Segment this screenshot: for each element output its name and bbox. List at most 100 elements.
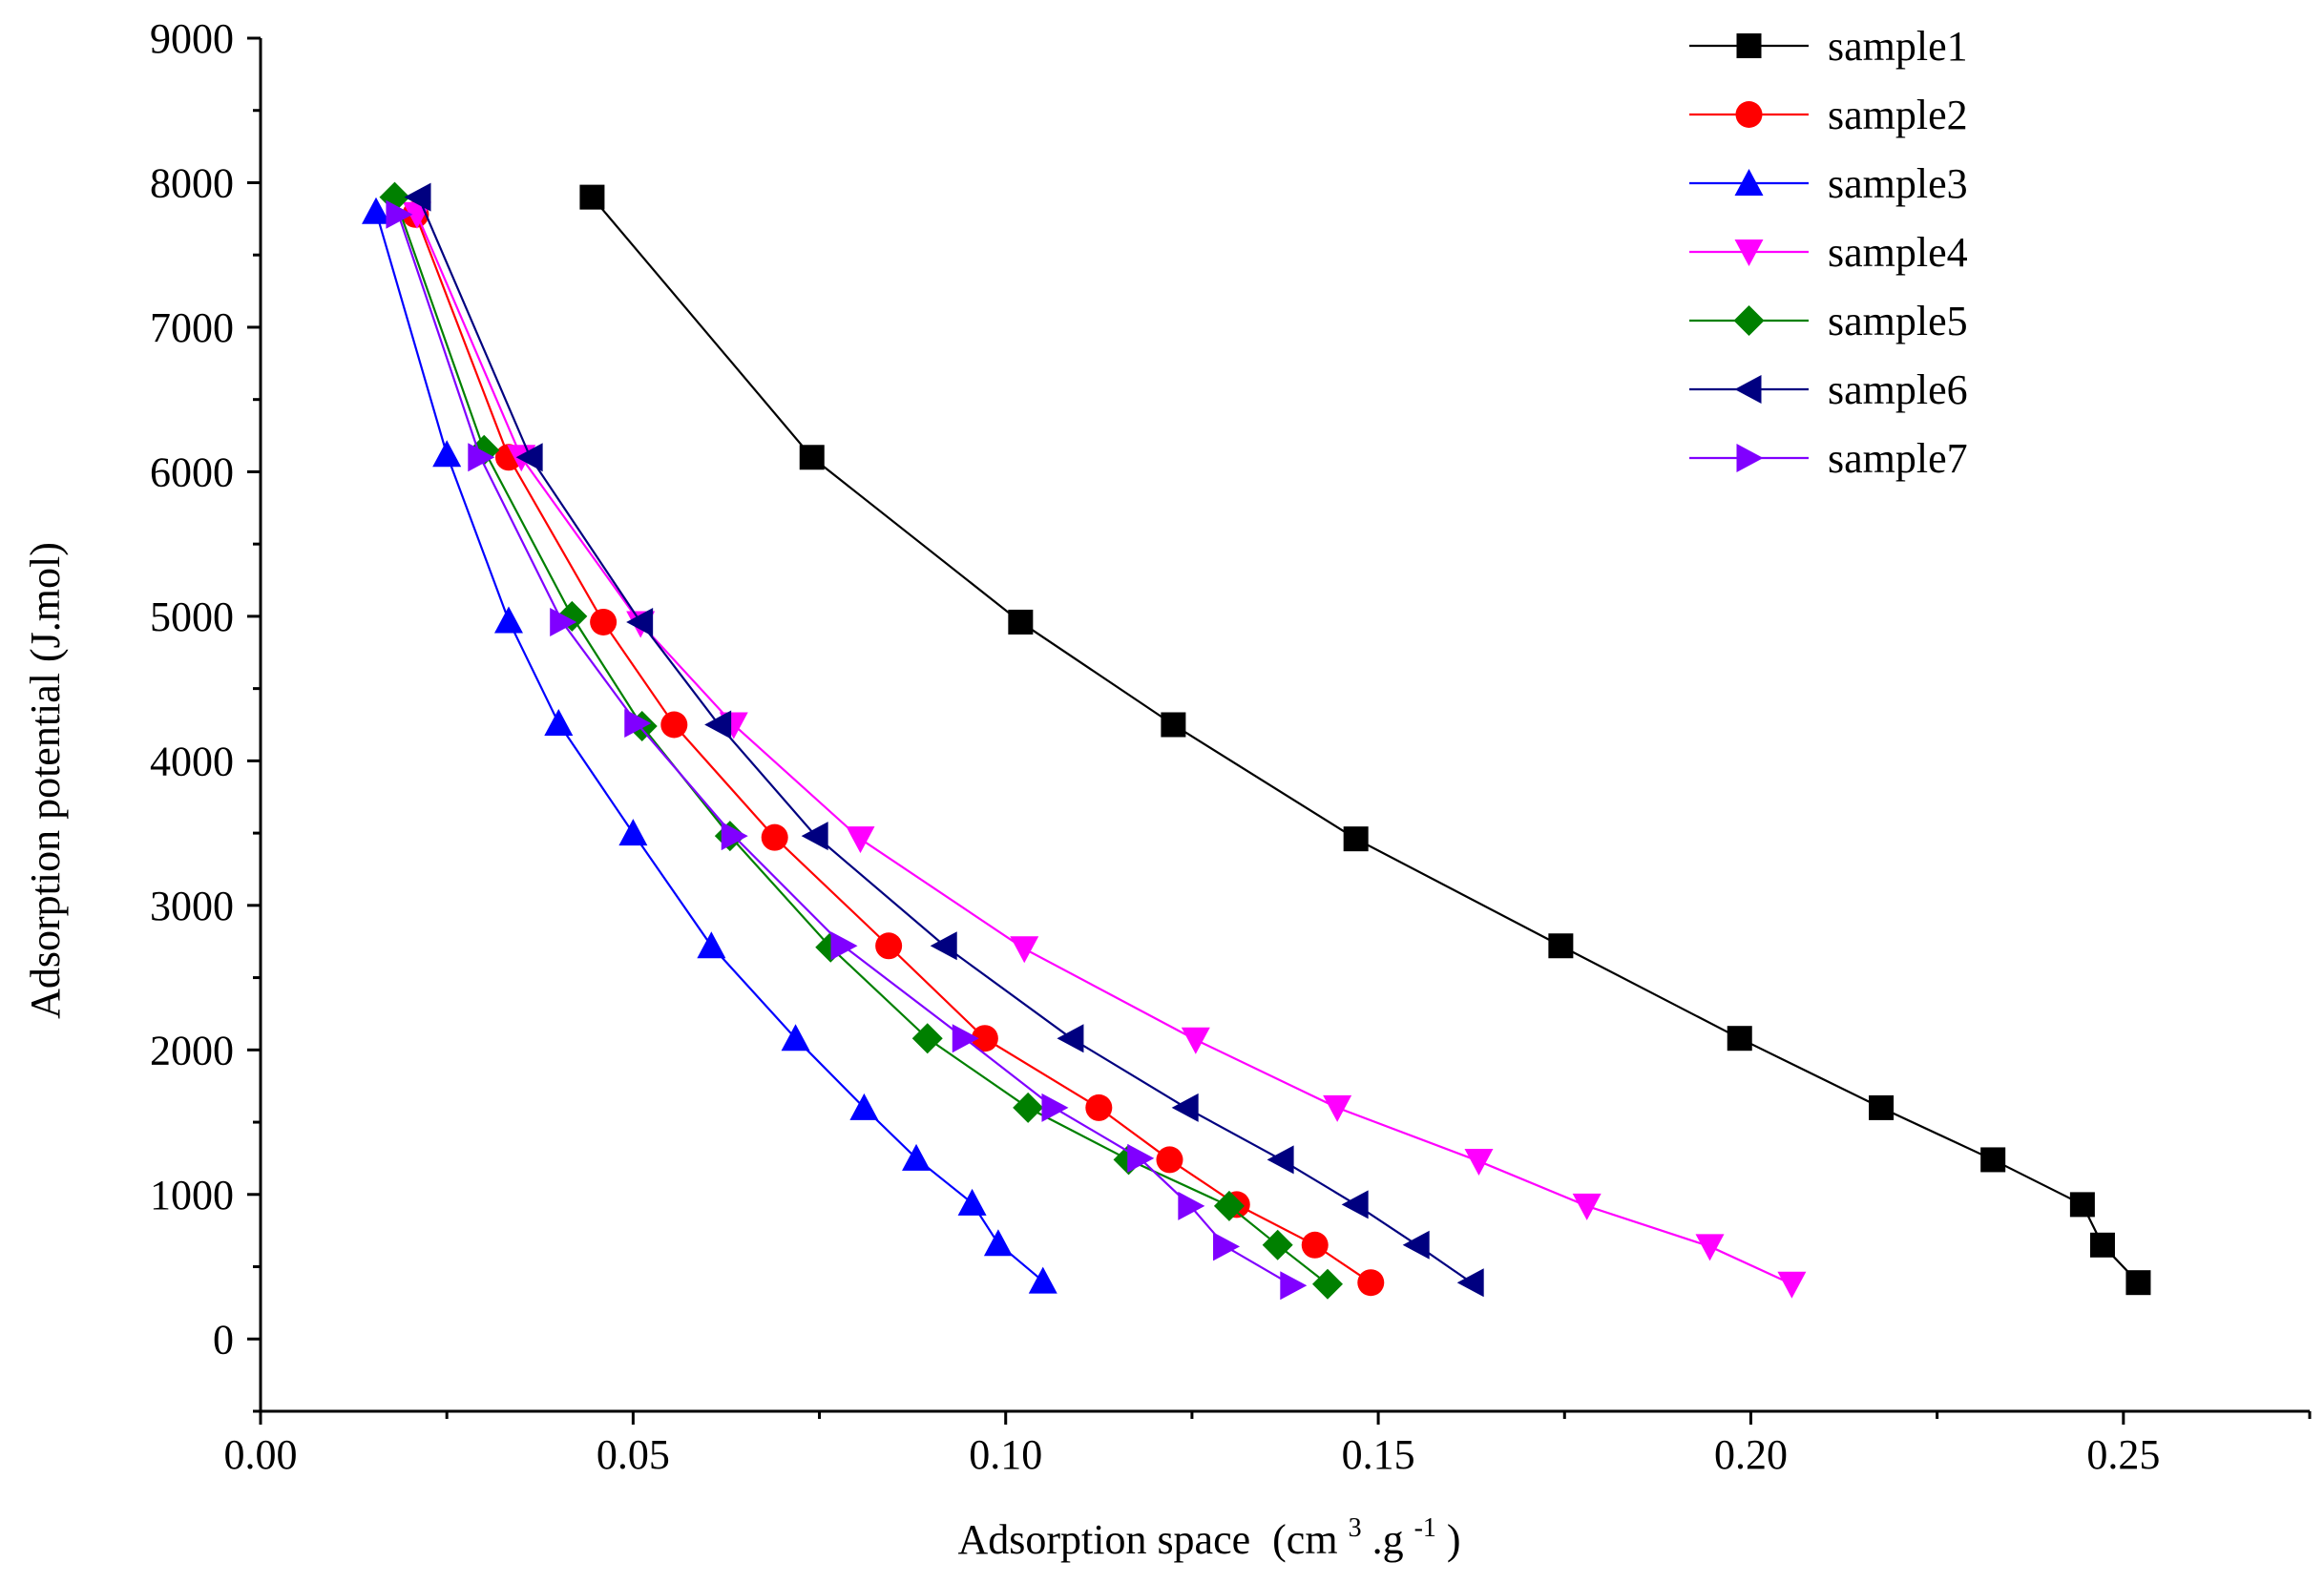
legend-label: sample4 — [1828, 229, 1968, 276]
sample3-point — [1028, 1266, 1057, 1294]
y-tick-label: 5000 — [150, 594, 234, 640]
sample7-point — [1178, 1191, 1205, 1220]
x-axis-label-units-prefix: (cm — [1272, 1516, 1337, 1563]
sample7-line — [397, 214, 1293, 1287]
sample4-point — [1464, 1148, 1494, 1176]
legend-marker — [1734, 375, 1762, 404]
sample1-point — [1343, 826, 1369, 852]
y-tick-label: 9000 — [150, 15, 234, 62]
x-axis-label-units-sup1: 3 — [1349, 1513, 1362, 1543]
x-axis-label-main: Adsorption space — [957, 1516, 1250, 1563]
x-tick-label: 0.00 — [224, 1431, 298, 1478]
legend-item-sample3: sample3 — [1689, 160, 1968, 207]
sample5-point — [1013, 1092, 1044, 1123]
sample2-point — [590, 608, 618, 635]
sample5-point — [911, 1023, 943, 1054]
sample5-point — [1213, 1190, 1245, 1221]
sample2-point — [1085, 1094, 1113, 1121]
sample6-point — [1456, 1268, 1484, 1298]
sample6-point — [1171, 1093, 1199, 1122]
sample1-point — [799, 445, 825, 470]
legend-item-sample5: sample5 — [1689, 298, 1968, 344]
sample4-point — [846, 826, 875, 854]
sample2-point — [1156, 1146, 1183, 1174]
sample3-point — [902, 1143, 932, 1171]
sample6-point — [704, 710, 732, 739]
sample4-point — [1572, 1193, 1602, 1220]
sample7-point — [1213, 1232, 1241, 1261]
y-tick-label: 7000 — [150, 304, 234, 351]
sample4-point — [1181, 1027, 1210, 1054]
axes: 0 1000 2000 3000 4000 5000 6000 7000 8000 9000 0.0… — [150, 15, 2312, 1478]
sample7-point — [550, 607, 577, 636]
series-sample3 — [362, 197, 1057, 1294]
sample6-point — [515, 443, 543, 472]
y-tick-label: 4000 — [150, 738, 234, 784]
sample7-point — [952, 1024, 979, 1053]
series-sample4 — [402, 201, 1807, 1299]
sample3-point — [493, 606, 523, 634]
sample7-point — [721, 822, 748, 851]
sample7-point — [830, 931, 858, 961]
sample4-point — [1695, 1234, 1725, 1261]
x-axis-label-units-mid: .g — [1372, 1516, 1404, 1563]
legend-marker — [1735, 101, 1763, 128]
sample6-point — [930, 931, 957, 961]
sample1-point — [1161, 712, 1186, 738]
y-tick-label: 2000 — [150, 1027, 234, 1073]
legend-item-sample6: sample6 — [1689, 366, 1968, 413]
y-tick-label: 1000 — [150, 1172, 234, 1218]
sample3-point — [781, 1024, 810, 1052]
sample4-point — [1323, 1094, 1352, 1122]
sample7-point — [1127, 1143, 1155, 1173]
sample1-line — [591, 196, 2140, 1283]
y-tick-label: 0 — [213, 1316, 234, 1363]
legend-label: sample2 — [1828, 92, 1968, 138]
y-tick-label: 8000 — [150, 159, 234, 206]
sample1-point — [2069, 1192, 2095, 1218]
sample1-point — [1869, 1094, 1895, 1120]
sample1-point — [1980, 1147, 2006, 1173]
legend-item-sample4: sample4 — [1689, 229, 1968, 276]
sample4-line — [415, 214, 1792, 1285]
x-tick-label: 0.05 — [597, 1431, 670, 1478]
sample3-point — [957, 1188, 987, 1216]
sample3-point — [544, 708, 574, 736]
legend-item-sample7: sample7 — [1689, 435, 1968, 482]
sample6-point — [1057, 1024, 1084, 1053]
y-axis-label: Adsorption potential (J.mol) — [22, 542, 69, 1019]
sample5-line — [393, 197, 1329, 1285]
sample3-point — [697, 931, 726, 959]
legend-marker — [1736, 33, 1762, 58]
sample2-line — [414, 214, 1371, 1284]
y-tick-label: 6000 — [150, 448, 234, 495]
sample6-line — [417, 197, 1473, 1284]
legend-marker — [1734, 240, 1764, 266]
sample1-point — [579, 184, 605, 210]
legend-item-sample2: sample2 — [1689, 92, 1968, 138]
series-sample1 — [579, 184, 2151, 1296]
sample2-point — [971, 1025, 998, 1052]
x-tick-label: 0.20 — [1714, 1431, 1788, 1478]
sample3-point — [362, 197, 391, 224]
x-axis-label-units-sup2: -1 — [1414, 1513, 1436, 1543]
x-axis-label: Adsorption space (cm 3 .g -1 ) — [957, 1499, 1460, 1563]
legend-label: sample6 — [1828, 366, 1968, 413]
sample1-point — [2125, 1270, 2151, 1296]
sample2-point — [1357, 1269, 1385, 1297]
sample6-point — [1267, 1145, 1294, 1175]
sample7-point — [386, 199, 413, 229]
legend-label: sample1 — [1828, 23, 1968, 70]
legend: sample1 sample2 sample3 sample4 sample5 sampl… — [1689, 23, 1968, 482]
y-tick-label: 3000 — [150, 883, 234, 929]
legend-item-sample1: sample1 — [1689, 23, 1968, 70]
sample2-point — [761, 823, 788, 851]
legend-marker — [1734, 169, 1764, 196]
sample2-point — [660, 711, 688, 739]
sample1-point — [2089, 1232, 2115, 1258]
sample6-point — [626, 607, 654, 636]
sample5-point — [1262, 1229, 1293, 1260]
sample4-point — [1777, 1271, 1807, 1299]
sample7-point — [1041, 1093, 1069, 1122]
